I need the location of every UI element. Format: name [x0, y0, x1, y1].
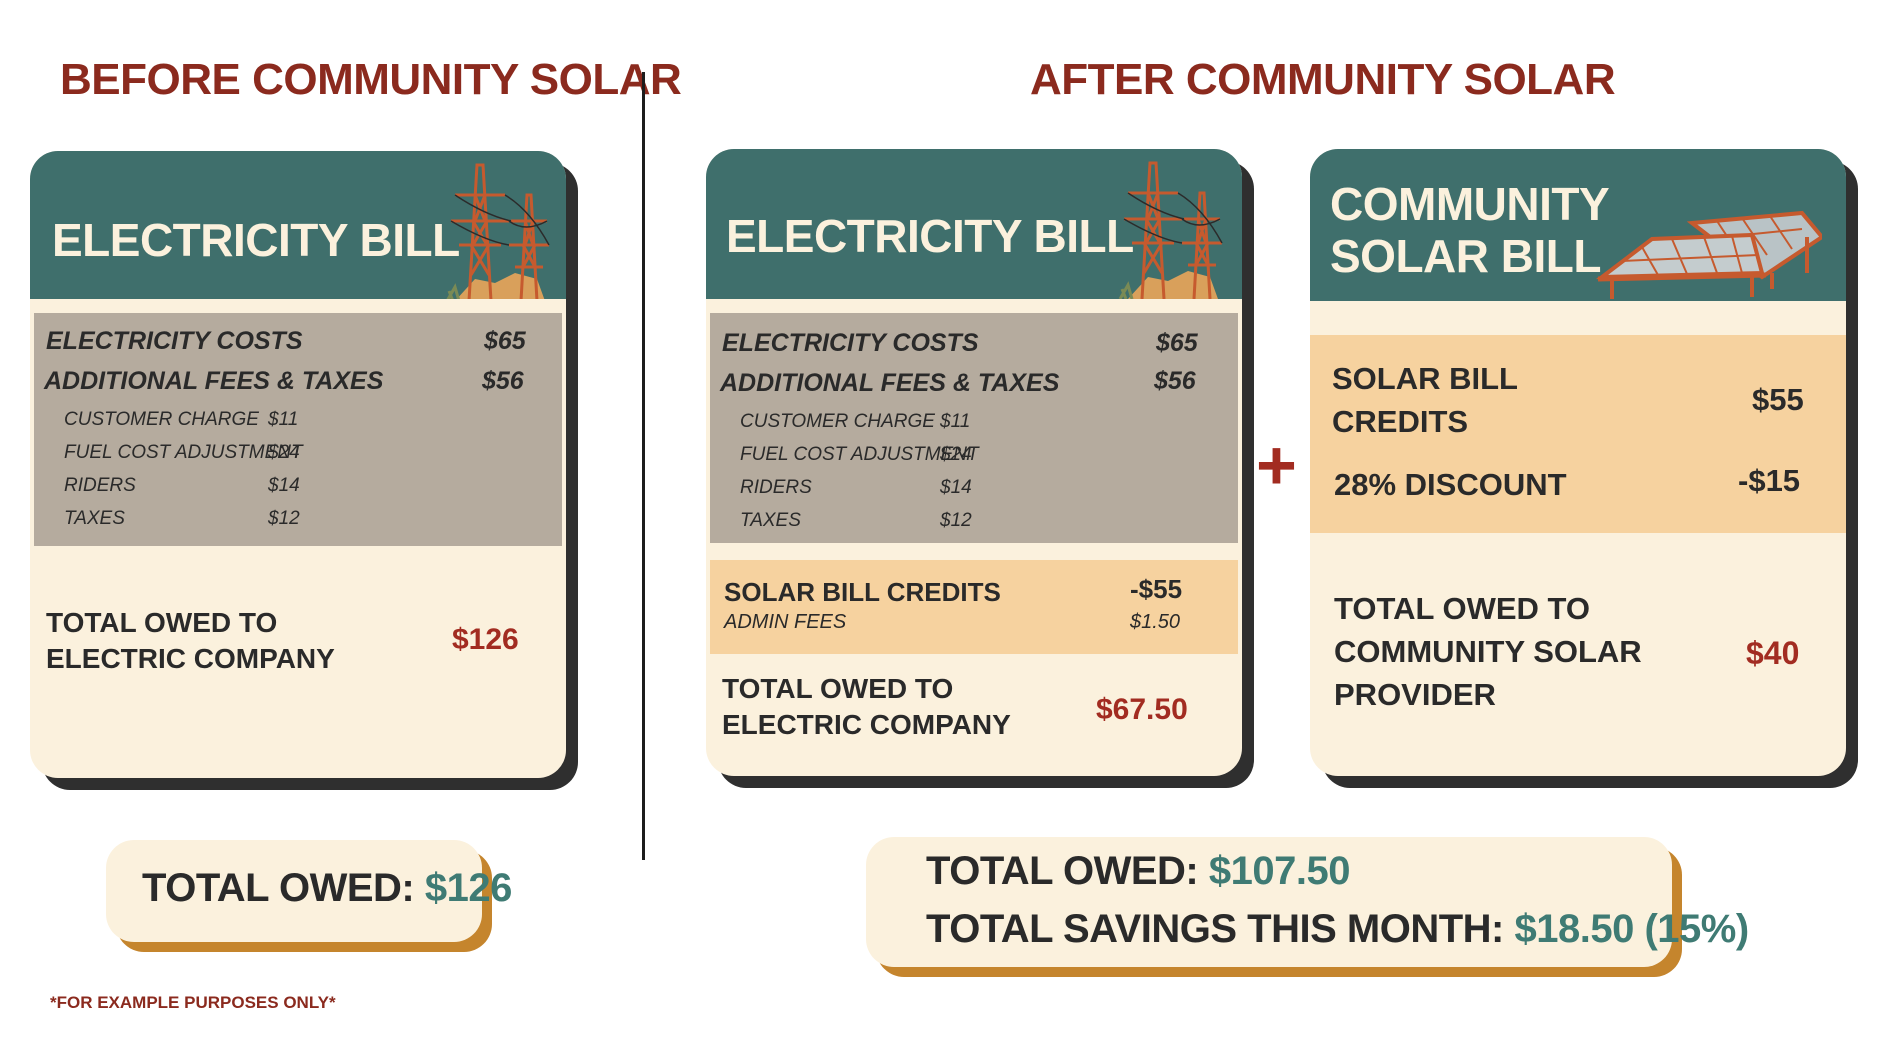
after-item-label: CUSTOMER CHARGE — [740, 411, 935, 432]
plus-sign: + — [1256, 426, 1297, 504]
before-item-value: $11 — [268, 409, 299, 430]
after-total-owed-value: $107.50 — [1208, 849, 1351, 893]
after-item-label: RIDERS — [740, 477, 812, 498]
solar-total-value: $40 — [1746, 635, 1800, 671]
after-fees-label: ADDITIONAL FEES & TAXES — [720, 369, 1060, 397]
before-total-value: $126 — [452, 623, 519, 656]
before-total-label-line2: ELECTRIC COMPANY — [46, 643, 335, 674]
total-savings-label: TOTAL SAVINGS THIS MONTH: — [926, 907, 1504, 951]
solar-credits-value: $55 — [1752, 382, 1804, 417]
before-item-value: $12 — [268, 508, 300, 529]
before-item-value: $24 — [268, 442, 300, 463]
after-solar-credits-label: SOLAR BILL CREDITS — [724, 577, 1001, 607]
total-savings-value: $18.50 (15%) — [1514, 907, 1750, 951]
solar-total-label-line2: COMMUNITY SOLAR — [1334, 634, 1642, 669]
solar-credits-label-line2: CREDITS — [1332, 404, 1469, 439]
solar-credits-label-line1: SOLAR BILL — [1332, 361, 1518, 396]
before-item-value: $14 — [268, 475, 300, 496]
section-divider — [642, 72, 645, 860]
after-item-value: $12 — [940, 510, 972, 531]
solar-total-label-line3: PROVIDER — [1334, 677, 1496, 712]
solar-panel-icon — [1595, 210, 1822, 299]
before-total-pill: TOTAL OWED: $126 — [106, 840, 512, 952]
after-fees-value: $56 — [1154, 367, 1196, 395]
before-fees-label: ADDITIONAL FEES & TAXES — [44, 367, 384, 395]
footnote: *FOR EXAMPLE PURPOSES ONLY* — [50, 993, 336, 1012]
power-tower-icon — [445, 163, 550, 301]
after-item-label: FUEL COST ADJUSTMENT — [740, 444, 979, 465]
solar-total-label-line1: TOTAL OWED TO — [1334, 591, 1591, 626]
after-item-value: $24 — [940, 444, 972, 465]
community-solar-bill-card: COMMUNITY SOLAR BILL SOLAR BILL CREDITS … — [1310, 149, 1858, 788]
after-total-pill: TOTAL OWED: $107.50 TOTAL SAVINGS THIS M… — [866, 837, 1749, 977]
before-header: BEFORE COMMUNITY SOLAR — [60, 55, 682, 104]
solar-discount-label: 28% DISCOUNT — [1334, 467, 1567, 502]
after-item-label: TAXES — [740, 510, 801, 531]
after-electricity-bill-card: ELECTRICITY BILL ELECTRICITY COSTS $65 A… — [706, 149, 1254, 788]
after-header: AFTER COMMUNITY SOLAR — [1030, 55, 1616, 104]
solar-bill-title-line2: SOLAR BILL — [1330, 230, 1601, 282]
before-fees-value: $56 — [482, 367, 524, 395]
before-item-label: TAXES — [64, 508, 125, 529]
before-item-label: FUEL COST ADJUSTMENT — [64, 442, 303, 463]
after-total-label-line2: ELECTRIC COMPANY — [722, 709, 1011, 740]
before-total-value: $126 — [424, 866, 512, 910]
after-electricity-costs-value: $65 — [1156, 329, 1198, 357]
after-total-label-line1: TOTAL OWED TO — [722, 673, 954, 704]
after-admin-fees-value: $1.50 — [1130, 611, 1181, 633]
before-total-label-line1: TOTAL OWED TO — [46, 607, 278, 638]
after-item-value: $11 — [940, 411, 971, 432]
after-total-value: $67.50 — [1096, 693, 1188, 726]
after-total-owed-label: TOTAL OWED: — [926, 849, 1199, 893]
after-solar-credits-value: -$55 — [1130, 574, 1183, 604]
power-tower-icon — [1118, 161, 1223, 299]
solar-discount-value: -$15 — [1738, 463, 1801, 498]
solar-bill-title-line1: COMMUNITY — [1330, 178, 1610, 230]
after-admin-fees-label: ADMIN FEES — [724, 611, 847, 633]
after-item-value: $14 — [940, 477, 972, 498]
before-total-label: TOTAL OWED: — [142, 866, 415, 910]
before-item-label: RIDERS — [64, 475, 136, 496]
after-bill-title: ELECTRICITY BILL — [726, 210, 1134, 262]
after-electricity-costs-label: ELECTRICITY COSTS — [722, 329, 979, 357]
before-electricity-bill-card: ELECTRICITY BILL ELECTRICITY COSTS $65 A… — [30, 151, 578, 790]
before-electricity-costs-label: ELECTRICITY COSTS — [46, 327, 303, 355]
before-item-label: CUSTOMER CHARGE — [64, 409, 259, 430]
before-bill-title: ELECTRICITY BILL — [52, 214, 460, 266]
before-electricity-costs-value: $65 — [484, 327, 526, 355]
